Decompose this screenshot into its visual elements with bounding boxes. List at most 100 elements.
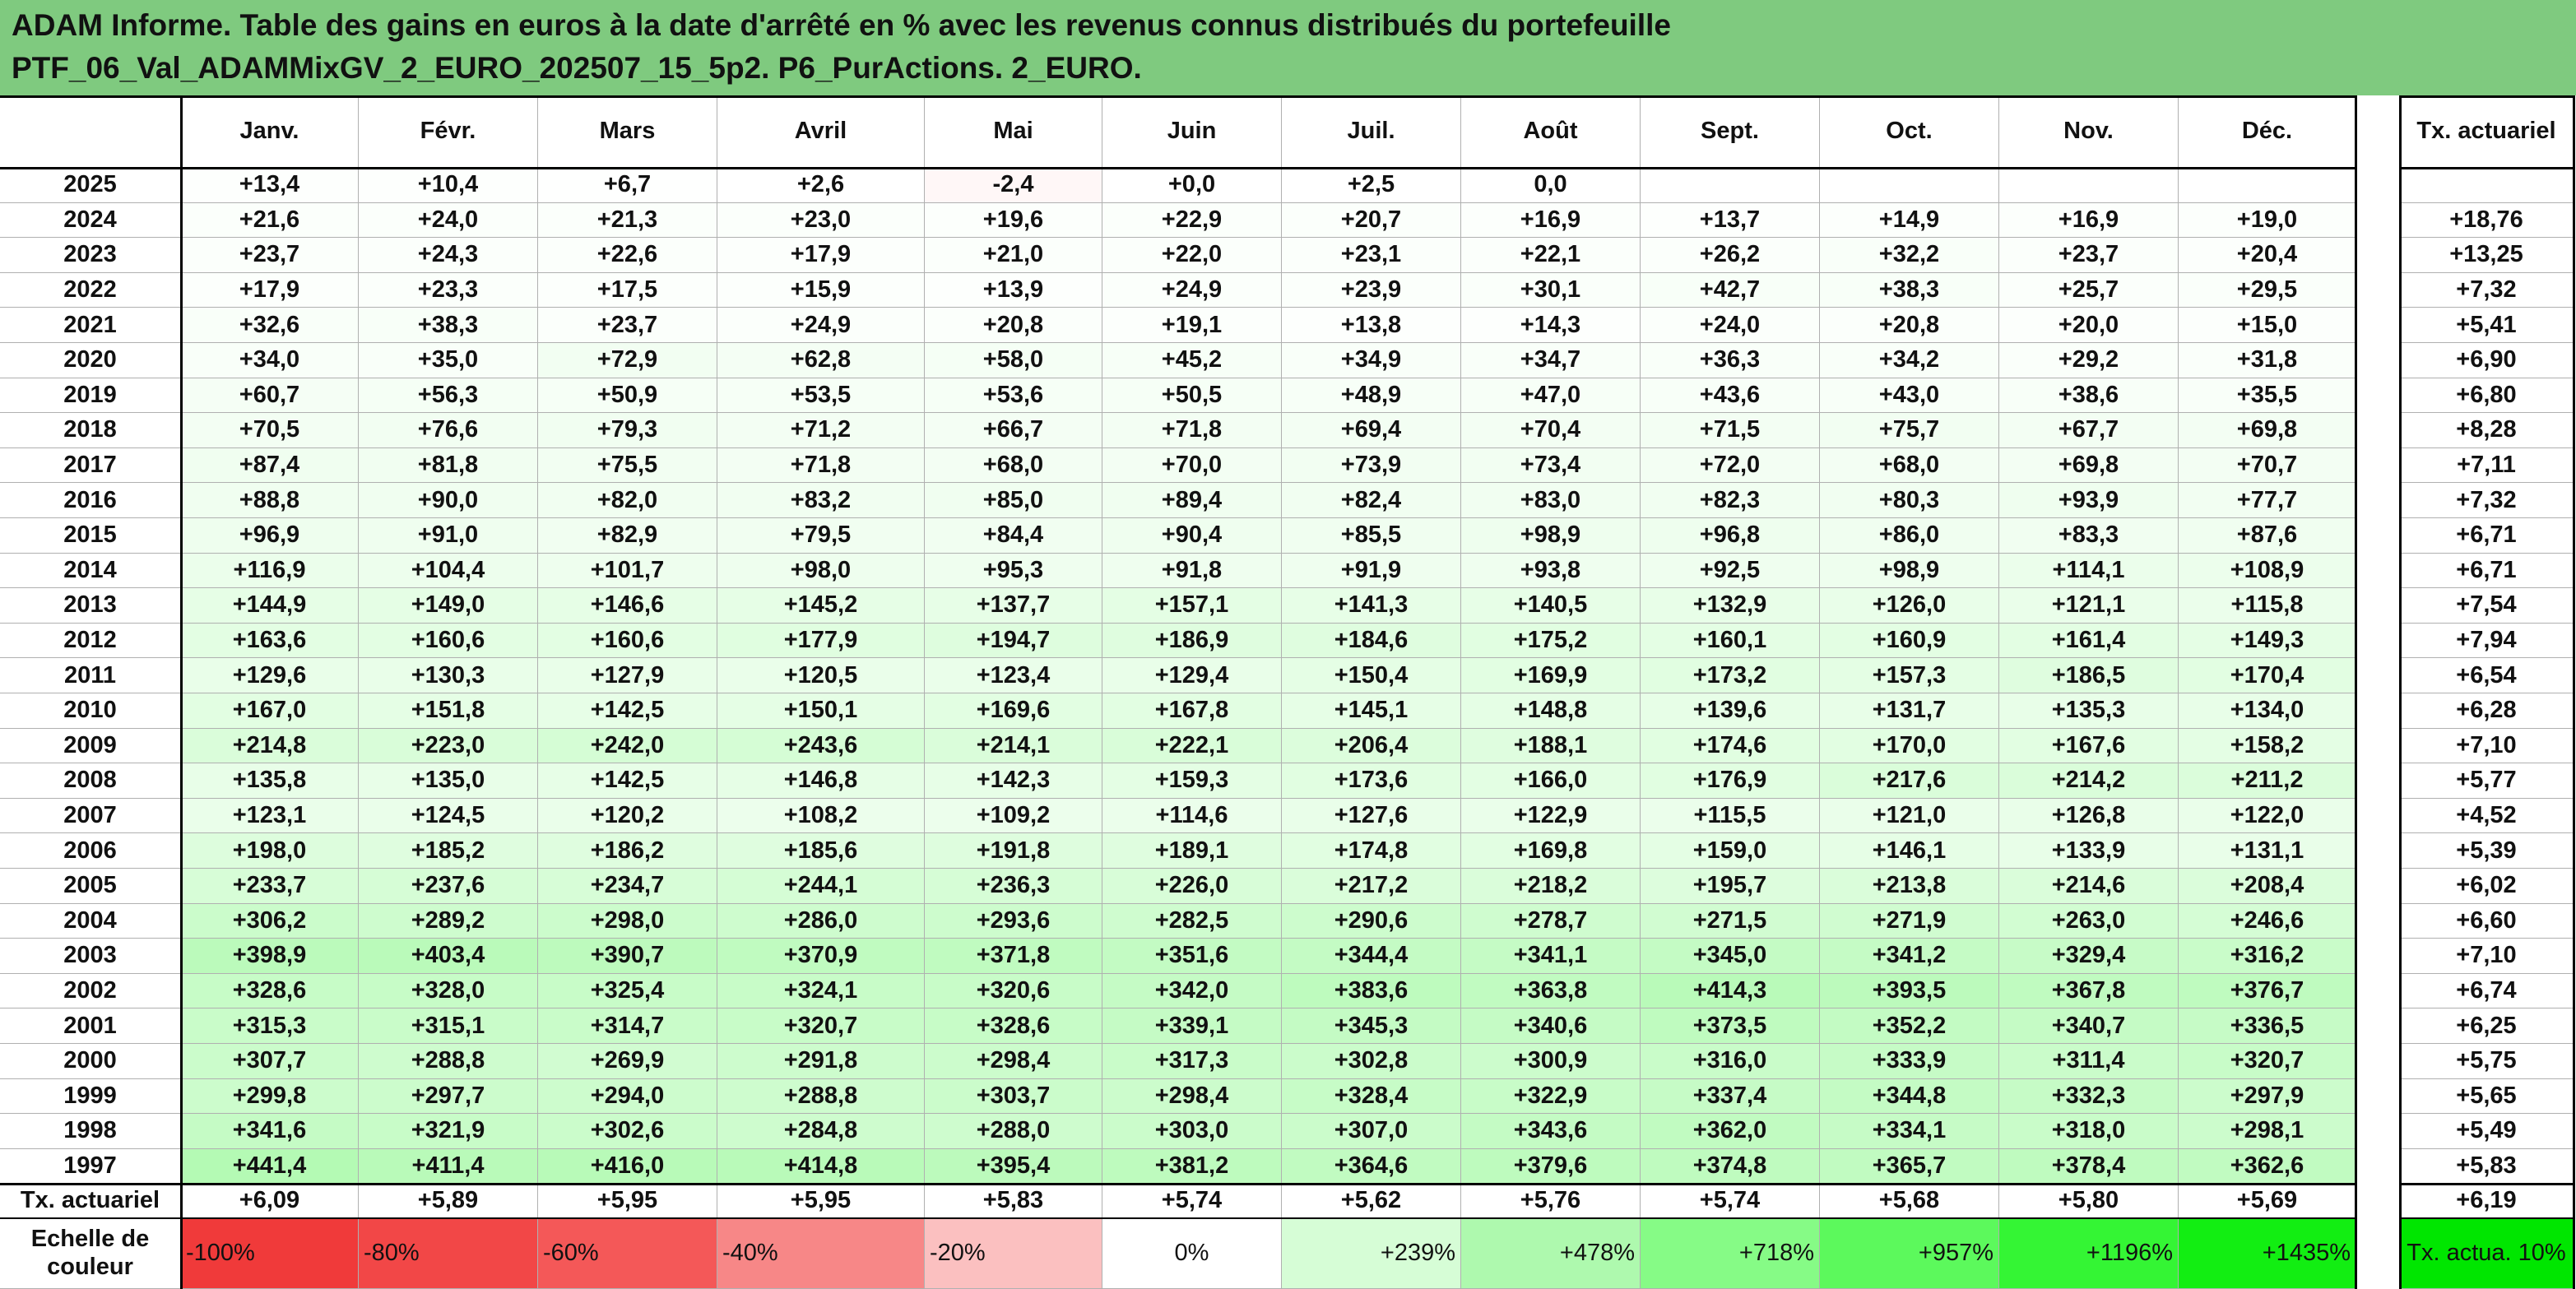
value-cell: +108,9 bbox=[2179, 553, 2356, 589]
value-cell: +90,4 bbox=[1102, 518, 1282, 554]
value-cell: +88,8 bbox=[181, 483, 359, 518]
value-cell: +82,4 bbox=[1282, 483, 1461, 518]
value-cell: +177,9 bbox=[717, 623, 925, 659]
value-cell: +124,5 bbox=[359, 798, 538, 834]
row-label: 1998 bbox=[0, 1114, 181, 1149]
value-cell: +311,4 bbox=[1999, 1044, 2179, 1079]
scale-stop: +1435% bbox=[2179, 1218, 2356, 1289]
value-cell: +127,6 bbox=[1282, 798, 1461, 834]
column-header: Janv. bbox=[181, 95, 359, 168]
scale-label: Echelle de couleur bbox=[0, 1218, 181, 1289]
column-header: Avril bbox=[717, 95, 925, 168]
value-cell: +246,6 bbox=[2179, 903, 2356, 939]
value-cell: +53,6 bbox=[925, 378, 1102, 414]
value-cell: +288,8 bbox=[359, 1044, 538, 1079]
scale-stop: +718% bbox=[1641, 1218, 1820, 1289]
scale-rate-cell: Tx. actua. 10% bbox=[2399, 1218, 2574, 1289]
rate-cell: +6,90 bbox=[2399, 343, 2574, 378]
value-cell: +80,3 bbox=[1820, 483, 1999, 518]
value-cell: +92,5 bbox=[1641, 553, 1820, 589]
value-cell: -2,4 bbox=[925, 168, 1102, 203]
rate-cell: +7,32 bbox=[2399, 483, 2574, 518]
value-cell: +163,6 bbox=[181, 623, 359, 659]
value-cell: +263,0 bbox=[1999, 903, 2179, 939]
value-cell: +188,1 bbox=[1461, 728, 1641, 764]
row-label: 2007 bbox=[0, 798, 181, 834]
value-cell: +114,6 bbox=[1102, 798, 1282, 834]
value-cell: +222,1 bbox=[1102, 728, 1282, 764]
title-bar: ADAM Informe. Table des gains en euros à… bbox=[0, 0, 2576, 95]
value-cell: +86,0 bbox=[1820, 518, 1999, 554]
value-cell: +169,8 bbox=[1461, 833, 1641, 869]
value-cell: +139,6 bbox=[1641, 693, 1820, 729]
value-cell: +189,1 bbox=[1102, 833, 1282, 869]
frame-line bbox=[2399, 95, 2574, 98]
value-cell: +298,4 bbox=[925, 1044, 1102, 1079]
value-cell: +282,5 bbox=[1102, 903, 1282, 939]
value-cell: +157,3 bbox=[1820, 658, 1999, 693]
value-cell: +131,1 bbox=[2179, 833, 2356, 869]
value-cell: +98,9 bbox=[1461, 518, 1641, 554]
value-cell: +20,0 bbox=[1999, 308, 2179, 343]
value-cell: +127,9 bbox=[538, 658, 717, 693]
value-cell: +300,9 bbox=[1461, 1044, 1641, 1079]
value-cell: +82,3 bbox=[1641, 483, 1820, 518]
value-cell: +13,9 bbox=[925, 272, 1102, 308]
value-cell: +24,9 bbox=[717, 308, 925, 343]
scale-stop: -100% bbox=[181, 1218, 359, 1289]
frame-line bbox=[2399, 95, 2402, 1289]
row-label: 1997 bbox=[0, 1148, 181, 1185]
value-cell: +337,4 bbox=[1641, 1078, 1820, 1115]
rate-cell: +5,75 bbox=[2399, 1044, 2574, 1079]
value-cell: +115,8 bbox=[2179, 588, 2356, 624]
value-cell: +303,0 bbox=[1102, 1114, 1282, 1149]
value-cell: +73,9 bbox=[1282, 447, 1461, 484]
rate-cell: +6,25 bbox=[2399, 1008, 2574, 1044]
value-cell: +317,3 bbox=[1102, 1044, 1282, 1079]
row-label: 2021 bbox=[0, 308, 181, 343]
value-cell: +303,7 bbox=[925, 1078, 1102, 1115]
value-cell: +145,2 bbox=[717, 588, 925, 624]
value-cell: +96,8 bbox=[1641, 518, 1820, 554]
value-cell: +132,9 bbox=[1641, 588, 1820, 624]
value-cell: +198,0 bbox=[181, 833, 359, 869]
value-cell: +72,9 bbox=[538, 343, 717, 378]
value-cell: +43,0 bbox=[1820, 378, 1999, 414]
value-cell: +376,7 bbox=[2179, 973, 2356, 1009]
value-cell: +20,4 bbox=[2179, 238, 2356, 273]
value-cell: +95,3 bbox=[925, 553, 1102, 589]
row-label: Tx. actuariel bbox=[0, 1184, 181, 1219]
value-cell: +129,4 bbox=[1102, 658, 1282, 693]
value-cell: +30,1 bbox=[1461, 272, 1641, 308]
scale-stop: -80% bbox=[359, 1218, 538, 1289]
value-cell: +85,0 bbox=[925, 483, 1102, 518]
scale-stop: -20% bbox=[925, 1218, 1102, 1289]
column-header: Juil. bbox=[1282, 95, 1461, 168]
value-cell: +141,3 bbox=[1282, 588, 1461, 624]
value-cell: +120,5 bbox=[717, 658, 925, 693]
column-header: Juin bbox=[1102, 95, 1282, 168]
value-cell: +21,3 bbox=[538, 202, 717, 239]
value-cell: +67,7 bbox=[1999, 413, 2179, 448]
value-cell: +170,4 bbox=[2179, 658, 2356, 693]
value-cell: +53,5 bbox=[717, 378, 925, 414]
value-cell: +140,5 bbox=[1461, 588, 1641, 624]
rate-cell: +8,28 bbox=[2399, 413, 2574, 448]
value-cell: +320,7 bbox=[2179, 1044, 2356, 1079]
value-cell: +68,0 bbox=[925, 447, 1102, 484]
row-label: 2009 bbox=[0, 728, 181, 764]
value-cell: +345,3 bbox=[1282, 1008, 1461, 1044]
value-cell: +169,9 bbox=[1461, 658, 1641, 693]
row-label: 2025 bbox=[0, 168, 181, 203]
value-cell: +109,2 bbox=[925, 798, 1102, 834]
value-cell: +341,1 bbox=[1461, 939, 1641, 974]
value-cell: +35,5 bbox=[2179, 378, 2356, 414]
value-cell: +334,1 bbox=[1820, 1114, 1999, 1149]
value-cell: +87,4 bbox=[181, 447, 359, 484]
value-cell: +379,6 bbox=[1461, 1148, 1641, 1185]
value-cell: +93,8 bbox=[1461, 553, 1641, 589]
row-label: 2013 bbox=[0, 588, 181, 624]
value-cell: +48,9 bbox=[1282, 378, 1461, 414]
column-header: Nov. bbox=[1999, 95, 2179, 168]
value-cell: +91,8 bbox=[1102, 553, 1282, 589]
